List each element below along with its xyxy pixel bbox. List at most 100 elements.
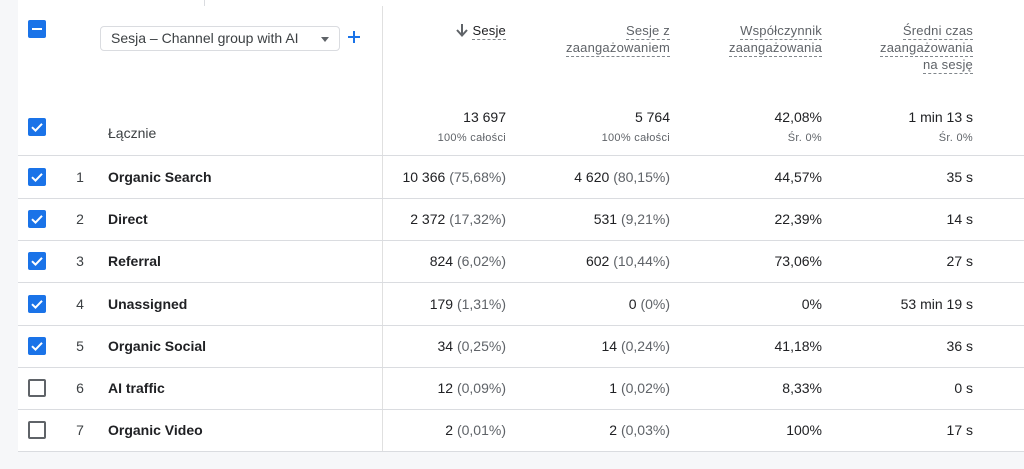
totals-label: Łącznie xyxy=(108,125,157,141)
total-engagement-rate-sub: Śr. 0% xyxy=(787,132,822,144)
row-index: 6 xyxy=(76,380,84,396)
avg-engagement-time-cell: 17 s xyxy=(946,422,973,439)
engagement-rate-cell: 22,39% xyxy=(774,211,822,228)
sessions-value: 179 xyxy=(429,295,454,312)
table-row[interactable]: 6 AI traffic 12 (0,09%) 1 (0,02%) 8,33% 0 s xyxy=(18,367,1024,410)
row-checkbox[interactable] xyxy=(28,421,46,440)
dimension-dropdown[interactable]: Sesja – Channel group with AI xyxy=(100,26,340,51)
engaged-pct: (80,15%) xyxy=(613,169,670,185)
check-icon xyxy=(31,123,43,133)
engaged-value: 1 xyxy=(609,380,618,396)
total-avg-engagement-time-sub: Śr. 0% xyxy=(938,132,973,144)
engaged-sessions-cell: 0 (0%) xyxy=(538,296,670,312)
check-icon xyxy=(31,341,43,351)
column-label-line: Współczynnik xyxy=(740,23,822,40)
row-index: 2 xyxy=(76,211,84,228)
channel-name: Unassigned xyxy=(108,295,188,312)
engagement-rate-cell: 41,18% xyxy=(774,337,822,354)
total-sessions: 13 697 xyxy=(463,109,506,125)
row-index: 1 xyxy=(76,169,84,185)
sessions-value: 10 366 xyxy=(402,169,446,185)
row-checkbox[interactable] xyxy=(28,336,46,355)
engaged-sessions-cell: 602 (10,44%) xyxy=(538,253,670,269)
engagement-rate-cell: 73,06% xyxy=(774,253,822,270)
total-sessions-sub: 100% całości xyxy=(437,132,506,144)
avg-engagement-time-cell: 0 s xyxy=(954,380,973,396)
total-avg-engagement-time: 1 min 13 s xyxy=(908,109,973,125)
total-engaged-sessions-sub: 100% całości xyxy=(601,132,670,144)
sessions-value: 34 xyxy=(437,337,454,354)
row-checkbox[interactable] xyxy=(28,252,46,271)
plus-icon xyxy=(348,31,360,43)
table-header: Sesja – Channel group with AI Sesje Sesj… xyxy=(18,6,1024,156)
row-checkbox[interactable] xyxy=(28,168,46,186)
data-table: Sesja – Channel group with AI Sesje Sesj… xyxy=(18,0,1024,453)
column-header-sessions[interactable]: Sesje xyxy=(398,22,506,40)
engaged-pct: (0,02%) xyxy=(620,380,670,396)
sessions-cell: 10 366 (75,68%) xyxy=(398,169,506,185)
table-row[interactable]: 1 Organic Search 10 366 (75,68%) 4 620 (80,… xyxy=(18,156,1024,199)
toolbar-divider xyxy=(204,0,205,6)
table-row[interactable]: 5 Organic Social 34 (0,25%) 14 (0,24%) 41,18… xyxy=(18,325,1024,368)
sessions-cell: 2 (0,01%) xyxy=(398,422,506,438)
sessions-pct: (0,01%) xyxy=(456,422,506,439)
sessions-pct: (0,09%) xyxy=(456,380,506,396)
engaged-value: 4 620 xyxy=(574,169,610,185)
sessions-value: 2 372 xyxy=(410,211,446,228)
check-icon xyxy=(31,257,43,267)
dimension-label: Sesja – Channel group with AI xyxy=(111,30,299,46)
minus-checkbox-icon xyxy=(32,28,42,30)
column-header-engaged-sessions[interactable]: Sesje z zaangażowaniem xyxy=(538,22,670,57)
column-label: Sesje xyxy=(472,23,506,40)
row-checkbox[interactable] xyxy=(28,294,46,313)
channel-name: Direct xyxy=(108,211,148,228)
sessions-pct: (1,31%) xyxy=(456,295,506,312)
caret-down-icon xyxy=(321,37,329,42)
column-label-line: zaangażowania xyxy=(880,40,973,57)
column-header-engagement-rate[interactable]: Współczynnik zaangażowania xyxy=(698,22,822,57)
column-divider xyxy=(382,6,383,451)
engaged-sessions-cell: 4 620 (80,15%) xyxy=(538,169,670,185)
sessions-pct: (0,25%) xyxy=(456,337,506,354)
totals-checkbox[interactable] xyxy=(28,118,46,136)
check-icon xyxy=(31,173,43,183)
sessions-cell: 12 (0,09%) xyxy=(398,380,507,396)
total-engagement-rate: 42,08% xyxy=(774,109,822,125)
avg-engagement-time-cell: 53 min 19 s xyxy=(900,295,973,312)
engaged-pct: (0,03%) xyxy=(620,422,670,439)
sessions-value: 2 xyxy=(445,422,454,439)
select-all-checkbox[interactable] xyxy=(28,20,46,38)
engaged-sessions-cell: 531 (9,21%) xyxy=(538,211,670,227)
engagement-rate-cell: 8,33% xyxy=(782,380,822,396)
check-icon xyxy=(31,299,43,309)
sessions-pct: (75,68%) xyxy=(449,169,506,185)
channel-name: Organic Video xyxy=(108,422,203,439)
table-row[interactable]: 4 Unassigned 179 (1,31%) 0 (0%) 0% 53 min 19 … xyxy=(18,283,1024,326)
channel-name: Referral xyxy=(108,253,161,270)
table-row[interactable]: 2 Direct 2 372 (17,32%) 531 (9,21%) 22,39% 14… xyxy=(18,198,1024,242)
engagement-rate-cell: 0% xyxy=(801,295,822,312)
column-label-line: Sesje z xyxy=(625,23,670,40)
table-row[interactable]: 3 Referral 824 (6,02%) 602 (10,44%) 73,06% 27… xyxy=(18,240,1024,284)
engaged-pct: (9,21%) xyxy=(620,211,670,228)
column-header-avg-engagement-time[interactable]: Średni czas zaangażowania na sesję xyxy=(848,22,973,74)
sessions-pct: (17,32%) xyxy=(449,211,506,228)
row-checkbox[interactable] xyxy=(28,379,46,397)
sessions-cell: 179 (1,31%) xyxy=(398,296,506,312)
table-row[interactable]: 7 Organic Video 2 (0,01%) 2 (0,03%) 100% 17 s xyxy=(18,409,1024,453)
sessions-cell: 34 (0,25%) xyxy=(398,337,507,354)
check-icon xyxy=(31,215,43,225)
sessions-cell: 824 (6,02%) xyxy=(398,253,506,269)
row-checkbox[interactable] xyxy=(28,210,46,229)
add-dimension-button[interactable] xyxy=(345,25,363,49)
engaged-sessions-cell: 2 (0,03%) xyxy=(538,422,670,438)
total-engaged-sessions: 5 764 xyxy=(634,109,670,125)
header-divider xyxy=(18,155,1024,156)
channel-name: AI traffic xyxy=(108,380,165,396)
channel-name: Organic Search xyxy=(108,169,212,185)
channel-name: Organic Social xyxy=(108,337,207,354)
row-index: 7 xyxy=(76,422,84,439)
sessions-value: 12 xyxy=(437,380,454,396)
avg-engagement-time-cell: 14 s xyxy=(946,211,973,228)
sessions-cell: 2 372 (17,32%) xyxy=(398,211,506,227)
